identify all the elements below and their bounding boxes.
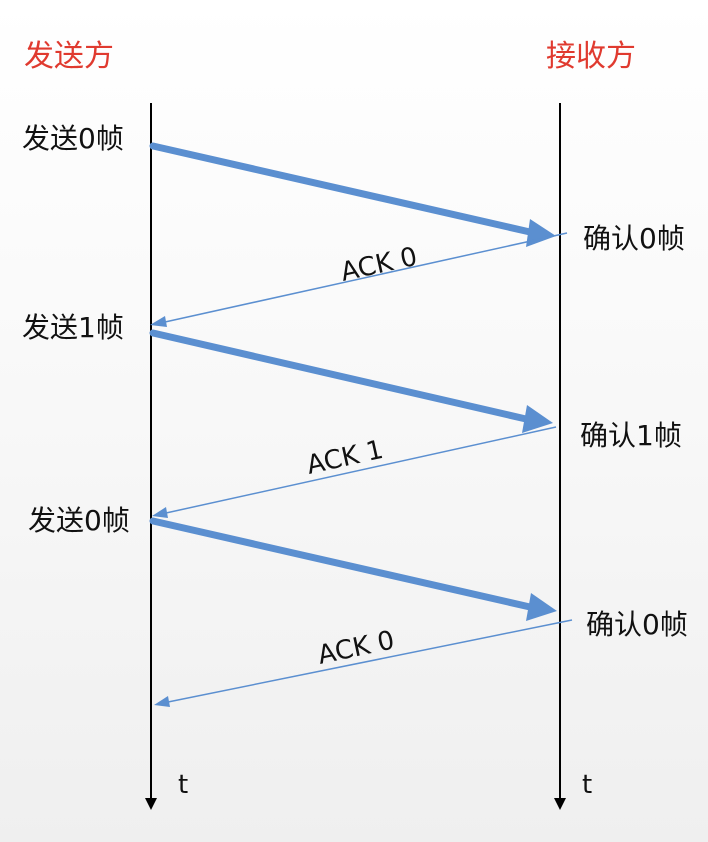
ack-arrow-2 [152,426,557,518]
send-frame-label-3: 发送0帧 [28,504,130,537]
frame-arrow-2 [149,329,553,433]
frame-arrow-1 [149,142,556,247]
send-frame-label-2: 发送1帧 [22,311,124,344]
receiver-title: 接收方 [546,39,636,74]
ack-arrow-3 [154,619,573,707]
send-frame-label-1: 发送0帧 [22,122,124,155]
confirm-frame-label-2: 确认1帧 [580,419,682,452]
receiver-time-label: t [582,770,592,800]
ack-label-1: ACK 0 [338,242,420,288]
confirm-frame-label-1: 确认0帧 [583,222,685,255]
sender-title: 发送方 [24,39,114,74]
sender-time-label: t [178,770,188,800]
confirm-frame-label-3: 确认0帧 [586,608,688,641]
ack-arrow-1 [150,232,568,327]
receiver-timeline-arrowhead [554,798,566,810]
frame-arrow-3 [149,517,557,621]
sender-timeline-arrowhead [145,798,157,810]
